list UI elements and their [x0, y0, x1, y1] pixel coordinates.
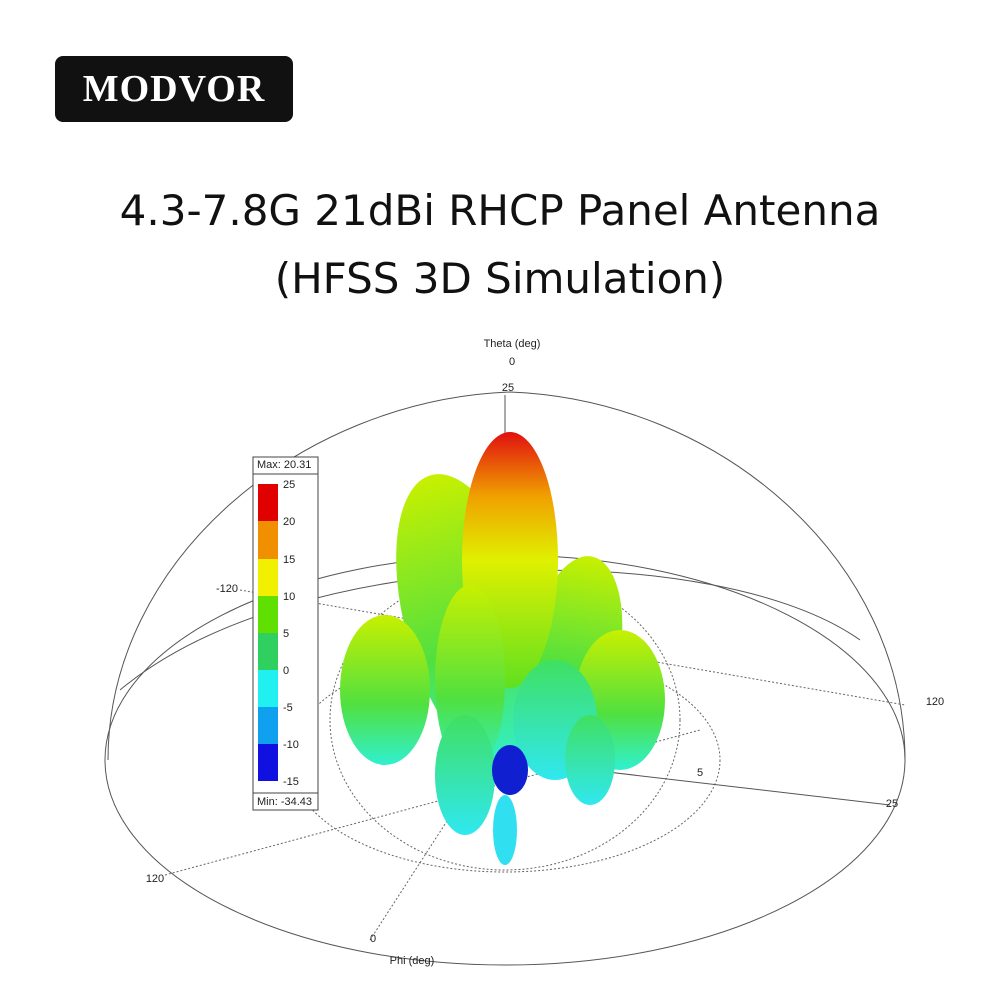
legend-level: -5 [283, 702, 293, 714]
legend-level: 0 [283, 665, 289, 677]
axis-tick: 120 [146, 873, 164, 885]
brand-logo: MODVOR [55, 56, 293, 122]
legend-level: 5 [283, 628, 289, 640]
axis-title: Theta (deg) [484, 338, 541, 350]
title-line: 4.3-7.8G 21dBi RHCP Panel Antenna [119, 186, 881, 235]
axis-title: Phi (deg) [390, 955, 435, 967]
legend-max: Max: 20.31 [257, 459, 311, 471]
axis-tick: 0 [509, 356, 515, 368]
axis-tick: 25 [886, 798, 898, 810]
legend-level: 10 [283, 591, 295, 603]
axis-tick: 25 [502, 382, 514, 394]
legend-min: Min: -34.43 [257, 796, 312, 808]
title-line: (HFSS 3D Simulation) [274, 254, 726, 303]
axis-tick: 120 [926, 696, 944, 708]
legend-level: -15 [283, 776, 299, 788]
axis-tick: 0 [370, 933, 376, 945]
colorbar: Max: 20.31 Min: -34.43 25 20 15 10 5 0 -… [252, 456, 319, 811]
legend-level: 20 [283, 516, 295, 528]
axis-tick: 5 [697, 767, 703, 779]
legend-level: -10 [283, 739, 299, 751]
legend-level: 15 [283, 554, 295, 566]
axis-tick: -120 [216, 583, 238, 595]
legend-level: 25 [283, 479, 295, 491]
pattern [340, 432, 665, 865]
